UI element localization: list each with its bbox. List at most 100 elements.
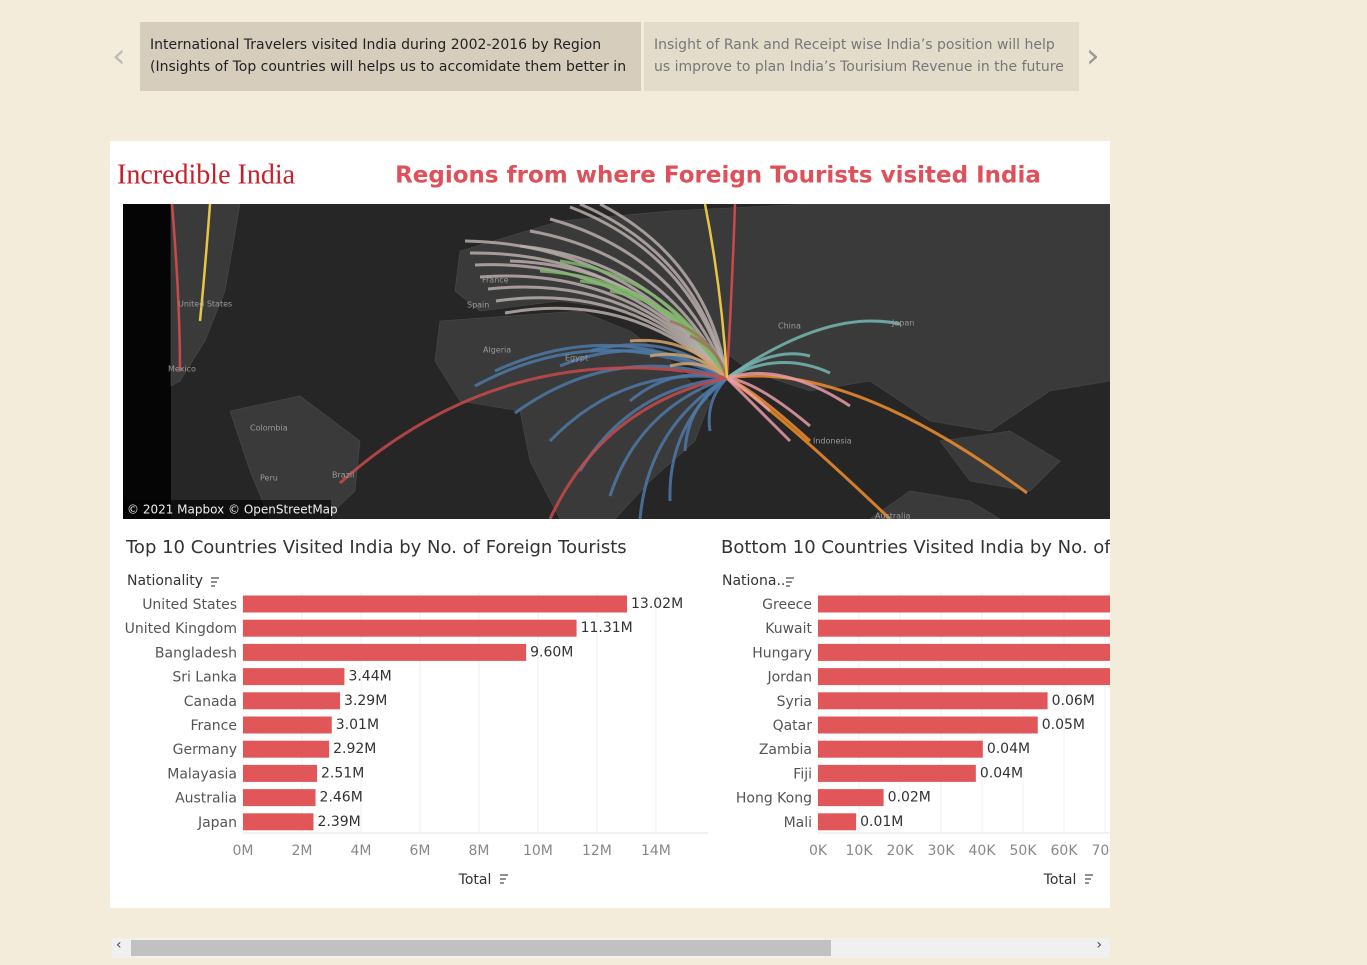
- x-tick-label: 30K: [928, 843, 956, 859]
- x-tick-label: 10M: [523, 843, 553, 859]
- flow-arc: [599, 204, 729, 379]
- category-label: Germany: [173, 742, 237, 758]
- x-tick-label: 40K: [969, 843, 997, 859]
- category-label: Greece: [762, 597, 812, 613]
- x-tick-label: 60K: [1051, 843, 1079, 859]
- value-label: 2.92M: [333, 741, 376, 757]
- map-label: Colombia: [250, 424, 288, 433]
- value-label: 11.31M: [581, 620, 633, 636]
- bar: [818, 595, 1110, 613]
- x-tick-label: 20K: [887, 843, 915, 859]
- map-label: Japan: [891, 319, 914, 328]
- map-label: Peru: [260, 474, 278, 483]
- category-label: Malayasia: [167, 766, 237, 782]
- x-tick-label: 50K: [1010, 843, 1038, 859]
- value-label: 2.39M: [317, 814, 360, 830]
- bar: [818, 619, 1110, 637]
- x-tick-label: 70K: [1092, 843, 1111, 859]
- category-label: Mali: [784, 815, 812, 831]
- bar: [243, 668, 345, 686]
- next-arrow[interactable]: ›: [1086, 36, 1100, 76]
- bar: [243, 764, 318, 782]
- map-label: Brazil: [332, 471, 354, 480]
- value-label: 2.46M: [320, 790, 363, 806]
- flow-arc: [198, 204, 212, 322]
- flow-arc: [170, 204, 182, 372]
- category-label: Japan: [197, 815, 237, 831]
- scrollbar[interactable]: ‹ ›: [112, 937, 1110, 958]
- value-label: 0.05M: [1042, 717, 1085, 733]
- flow-arc: [689, 334, 729, 379]
- x-tick-label: 6M: [409, 843, 430, 859]
- flow-arc: [549, 217, 729, 379]
- story-point[interactable]: International Travelers visited India du…: [140, 22, 641, 91]
- flow-arc: [726, 352, 811, 380]
- bar: [818, 740, 983, 758]
- x-tick-label: 12M: [582, 843, 612, 859]
- category-header: Nationality: [127, 573, 203, 589]
- dashboard: Incredible India Regions from where Fore…: [110, 141, 1110, 908]
- flow-arc: [669, 362, 728, 380]
- map-label: China: [778, 322, 801, 331]
- scroll-thumb[interactable]: [131, 940, 831, 956]
- category-label: Fiji: [793, 766, 812, 782]
- category-label: Hungary: [752, 645, 812, 661]
- map: United States Mexico Colombia Peru Brazil Fra…: [123, 204, 1110, 521]
- value-label: 0.04M: [987, 741, 1030, 757]
- flow-arc: [726, 371, 851, 408]
- bar: [818, 789, 884, 807]
- x-axis-title: Total: [458, 872, 492, 888]
- flow-arc: [548, 376, 728, 519]
- map-label: France: [482, 276, 509, 285]
- bar: [243, 813, 314, 831]
- bar: [243, 789, 316, 807]
- bar: [818, 668, 1110, 686]
- bar-chart: Bottom 10 Countries Visited India by No.…: [721, 537, 1110, 888]
- flow-arc: [726, 376, 811, 428]
- x-axis-title: Total: [1043, 872, 1077, 888]
- map-attribution: © 2021 Mapbox © OpenStreetMap: [127, 503, 338, 517]
- category-label: Sri Lanka: [172, 670, 237, 686]
- map-label: Spain: [467, 301, 489, 310]
- bar: [243, 716, 332, 734]
- prev-arrow[interactable]: ‹: [112, 36, 126, 76]
- category-label: United States: [142, 597, 237, 613]
- category-label: Jordan: [766, 670, 812, 686]
- value-label: 0.04M: [980, 765, 1023, 781]
- flow-arc: [339, 366, 728, 485]
- bar: [243, 643, 527, 661]
- x-tick-label: 14M: [641, 843, 671, 859]
- bar-chart: Top 10 Countries Visited India by No. of…: [125, 537, 708, 888]
- category-label: Zambia: [759, 742, 812, 758]
- bar: [818, 692, 1048, 710]
- category-label: Bangladesh: [155, 645, 237, 661]
- flow-arc: [726, 374, 1028, 495]
- flow-arc: [725, 376, 792, 443]
- dashboard-title: Regions from where Foreign Tourists visi…: [395, 163, 1041, 189]
- category-label: Syria: [777, 694, 812, 710]
- x-tick-label: 4M: [350, 843, 371, 859]
- flow-arc: [638, 376, 728, 519]
- map-label: Australia: [875, 512, 910, 521]
- flow-arc: [683, 376, 728, 452]
- value-label: 2.51M: [321, 765, 364, 781]
- map-label: United States: [178, 300, 232, 309]
- category-label: Australia: [175, 791, 237, 807]
- value-label: 3.29M: [344, 693, 387, 709]
- value-label: 0.06M: [1052, 693, 1095, 709]
- flow-arc: [725, 204, 737, 379]
- bar: [818, 643, 1110, 661]
- flow-arc: [608, 376, 728, 497]
- chart-title: Bottom 10 Countries Visited India by No.…: [721, 537, 1110, 558]
- flow-arc: [579, 204, 729, 379]
- flow-arc: [726, 376, 772, 413]
- value-label: 9.60M: [530, 644, 573, 660]
- bar: [818, 716, 1038, 734]
- story-point[interactable]: Insight of Rank and Receipt wise India’s…: [644, 22, 1079, 91]
- bar: [243, 619, 577, 637]
- value-label: 0.01M: [860, 814, 903, 830]
- value-label: 0.02M: [888, 790, 931, 806]
- flow-arc: [548, 374, 728, 443]
- map-label: Indonesia: [813, 437, 852, 446]
